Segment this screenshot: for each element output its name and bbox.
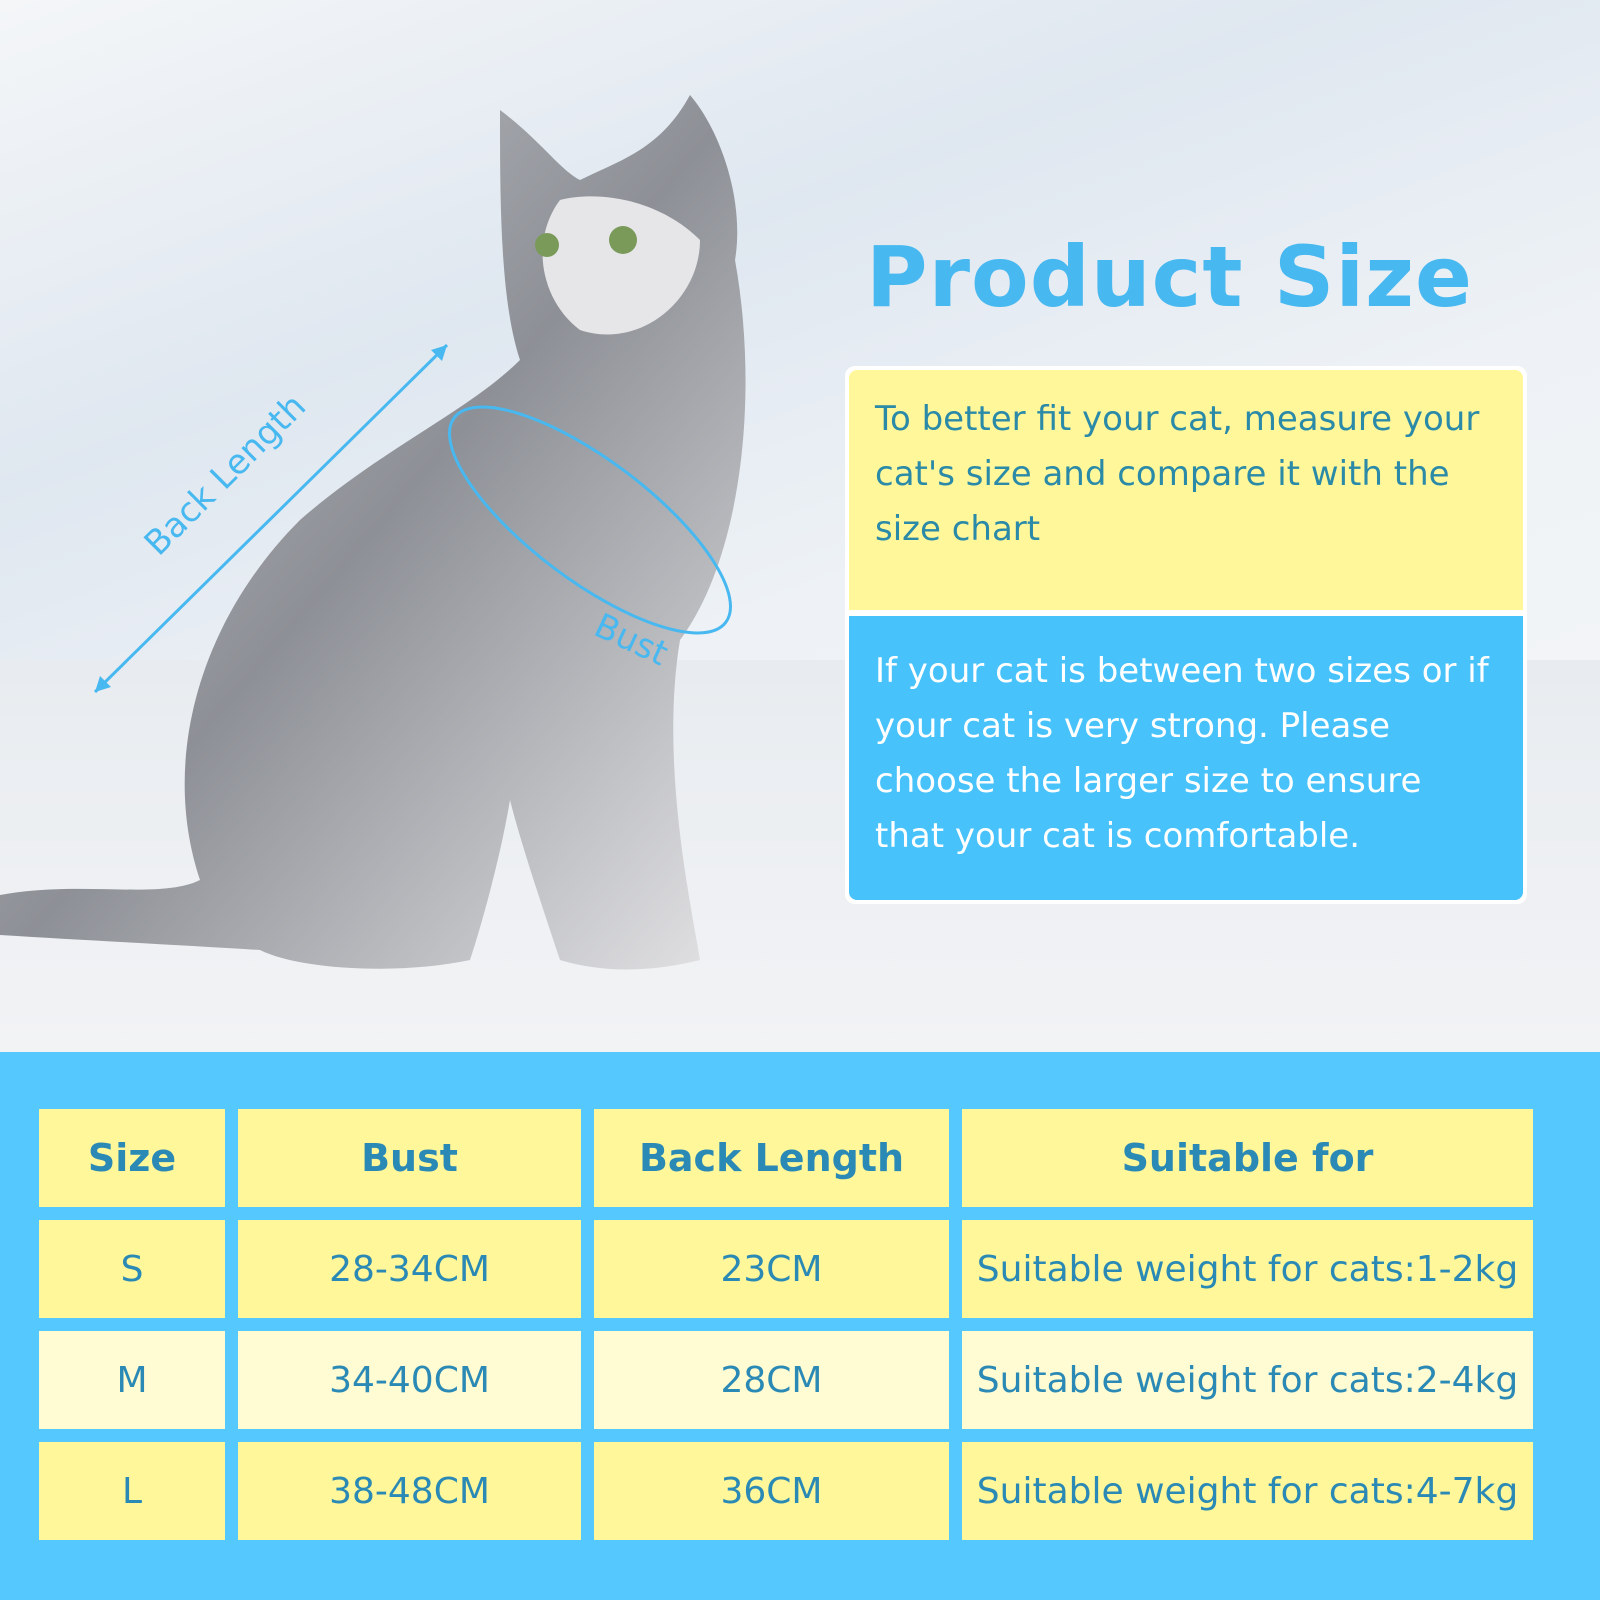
cell-bust: 38-48CM: [238, 1442, 581, 1540]
header-bust: Bust: [238, 1109, 581, 1207]
header-suitable-for: Suitable for: [962, 1109, 1533, 1207]
header-back-length: Back Length: [594, 1109, 949, 1207]
cell-size: S: [39, 1220, 225, 1318]
cell-back-length: 28CM: [594, 1331, 949, 1429]
table-row: S 28-34CM 23CM Suitable weight for cats:…: [39, 1220, 1533, 1318]
cell-size: L: [39, 1442, 225, 1540]
cat-body: [0, 95, 746, 970]
page-title: Product Size: [866, 228, 1473, 326]
cell-size: M: [39, 1331, 225, 1429]
cat-illustration: [0, 95, 746, 970]
cell-bust: 34-40CM: [238, 1331, 581, 1429]
back-length-arrow: [93, 343, 449, 694]
cell-bust: 28-34CM: [238, 1220, 581, 1318]
cell-suitable-for: Suitable weight for cats:2-4kg: [962, 1331, 1533, 1429]
cell-back-length: 36CM: [594, 1442, 949, 1540]
cell-back-length: 23CM: [594, 1220, 949, 1318]
bust-ellipse: [448, 405, 732, 635]
size-advice: If your cat is between two sizes or if y…: [849, 616, 1523, 900]
table-header-row: Size Bust Back Length Suitable for: [39, 1109, 1533, 1207]
cell-suitable-for: Suitable weight for cats:4-7kg: [962, 1442, 1533, 1540]
table-row: M 34-40CM 28CM Suitable weight for cats:…: [39, 1331, 1533, 1429]
measure-tip: To better fit your cat, measure your cat…: [849, 370, 1523, 610]
size-table: Size Bust Back Length Suitable for S 28-…: [26, 1096, 1546, 1553]
cell-suitable-for: Suitable weight for cats:1-2kg: [962, 1220, 1533, 1318]
info-panel: To better fit your cat, measure your cat…: [845, 366, 1527, 904]
header-size: Size: [39, 1109, 225, 1207]
table-row: L 38-48CM 36CM Suitable weight for cats:…: [39, 1442, 1533, 1540]
